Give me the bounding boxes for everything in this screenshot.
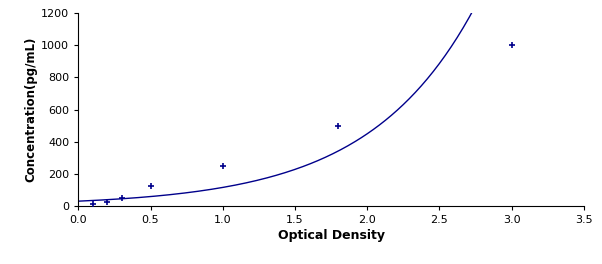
- X-axis label: Optical Density: Optical Density: [278, 229, 385, 242]
- Y-axis label: Concentration(pg/mL): Concentration(pg/mL): [24, 37, 37, 182]
